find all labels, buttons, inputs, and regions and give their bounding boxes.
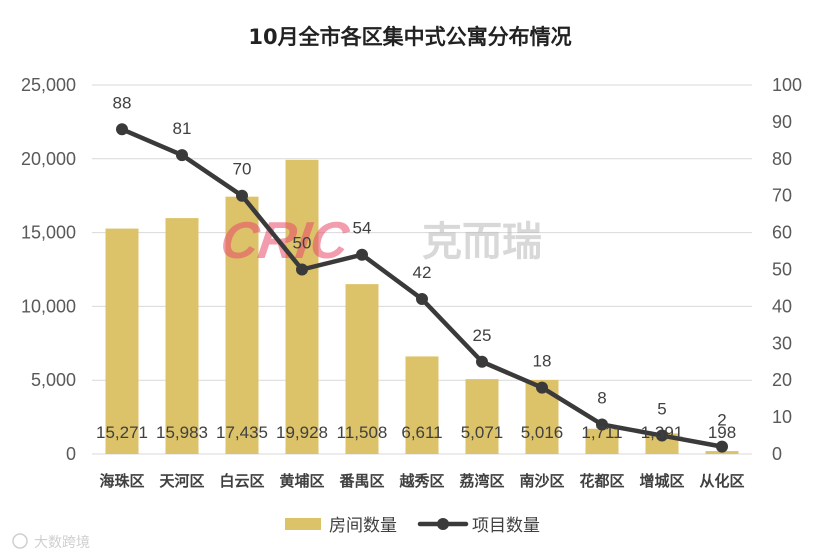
right-axis-tick-label: 70 [772, 186, 792, 206]
bar [225, 196, 259, 454]
right-axis-tick-label: 100 [772, 75, 802, 95]
line-series [116, 123, 728, 453]
right-axis-tick-label: 10 [772, 407, 792, 427]
bar-value-label: 1,711 [581, 423, 622, 442]
line-data-labels: 88 81 70 50 54 42 25 18 8 5 2 [113, 93, 727, 429]
right-axis-tick-label: 60 [772, 223, 792, 243]
left-axis-tick-label: 25,000 [21, 75, 76, 95]
category-label: 白云区 [219, 472, 264, 490]
line-value-label: 54 [353, 219, 372, 238]
bar-value-label: 15,983 [156, 423, 208, 442]
gridlines [92, 84, 752, 455]
line-point [356, 248, 368, 261]
line-point [176, 149, 188, 162]
line-value-label: 8 [597, 388, 606, 407]
line-point [116, 123, 128, 136]
left-axis-tick-label: 10,000 [21, 296, 76, 316]
right-axis-tick-label: 40 [772, 296, 792, 316]
category-label: 越秀区 [398, 472, 444, 490]
chart-title: 10月全市各区集中式公寓分布情况 [248, 25, 571, 49]
right-axis-tick-label: 30 [772, 333, 792, 353]
corner-watermark-text: 大数跨境 [34, 535, 90, 551]
line-value-label: 70 [233, 160, 252, 179]
bar [585, 428, 619, 454]
bar-data-labels: 15,271 15,983 17,435 19,928 11,508 6,611 5,071… [96, 423, 736, 442]
bar-value-label: 15,271 [96, 423, 148, 442]
line-value-label: 25 [473, 326, 492, 345]
left-axis-tick-label: 0 [66, 444, 76, 464]
bar [465, 379, 499, 454]
category-label: 从化区 [699, 472, 744, 490]
legend-bar-swatch [285, 518, 321, 530]
bar [285, 159, 319, 454]
category-label: 黄埔区 [279, 472, 324, 490]
category-label: 增城区 [639, 472, 684, 490]
bar [165, 218, 199, 454]
bar-value-label: 17,435 [216, 423, 268, 442]
line-value-label: 42 [413, 263, 432, 282]
right-axis-ticks: 0 10 20 30 40 50 60 70 80 90 100 [772, 75, 802, 464]
line-value-label: 88 [113, 93, 132, 112]
right-axis-tick-label: 20 [772, 370, 792, 390]
category-axis-labels: 海珠区 天河区 白云区 黄埔区 番禺区 越秀区 荔湾区 南沙区 花都区 增城区 从化区 [99, 472, 744, 490]
right-axis-tick-label: 80 [772, 149, 792, 169]
bar [105, 228, 139, 454]
category-label: 海珠区 [99, 472, 144, 490]
left-axis-tick-label: 20,000 [21, 149, 76, 169]
watermark-text: 克而瑞 [422, 219, 542, 265]
legend-bar-label: 房间数量 [329, 516, 397, 536]
bar-value-label: 1,391 [641, 423, 684, 442]
right-axis-tick-label: 90 [772, 112, 792, 132]
right-axis-tick-label: 50 [772, 260, 792, 280]
line-value-label: 2 [717, 411, 726, 430]
category-label: 番禺区 [338, 472, 384, 490]
category-label: 荔湾区 [459, 472, 504, 490]
corner-watermark: 大数跨境 [12, 533, 90, 551]
bar-value-label: 6,611 [401, 423, 442, 442]
line-point [596, 418, 608, 431]
left-axis-ticks: 0 5,000 10,000 15,000 20,000 25,000 [21, 75, 76, 464]
legend-line-marker [437, 518, 449, 530]
bar-series [105, 159, 739, 454]
bar-value-label: 11,508 [337, 423, 388, 442]
line-point [536, 381, 548, 394]
line-value-label: 5 [657, 400, 666, 419]
bar-value-label: 19,928 [276, 423, 328, 442]
line-value-label: 81 [173, 119, 192, 138]
left-axis-tick-label: 15,000 [21, 223, 76, 243]
bar-value-label: 198 [708, 423, 736, 442]
legend: 房间数量 项目数量 [285, 516, 540, 536]
line-value-label: 50 [293, 234, 312, 253]
legend-line-label: 项目数量 [472, 516, 540, 536]
left-axis-tick-label: 5,000 [31, 370, 76, 390]
line-value-label: 18 [533, 352, 552, 371]
line-point [416, 293, 428, 306]
category-label: 南沙区 [519, 472, 564, 490]
bar-value-label: 5,016 [521, 423, 564, 442]
right-axis-tick-label: 0 [772, 444, 782, 464]
line-point [236, 189, 248, 202]
category-label: 天河区 [159, 472, 204, 490]
bar [345, 284, 379, 454]
category-label: 花都区 [579, 472, 624, 490]
bar [405, 356, 439, 454]
line-point [476, 355, 488, 368]
watermark: CRIC 克而瑞 [217, 212, 542, 270]
line-point [656, 429, 668, 442]
line-point [296, 263, 308, 276]
bar-value-label: 5,071 [461, 423, 504, 442]
corner-watermark-icon [12, 533, 28, 549]
line-point [716, 440, 728, 453]
